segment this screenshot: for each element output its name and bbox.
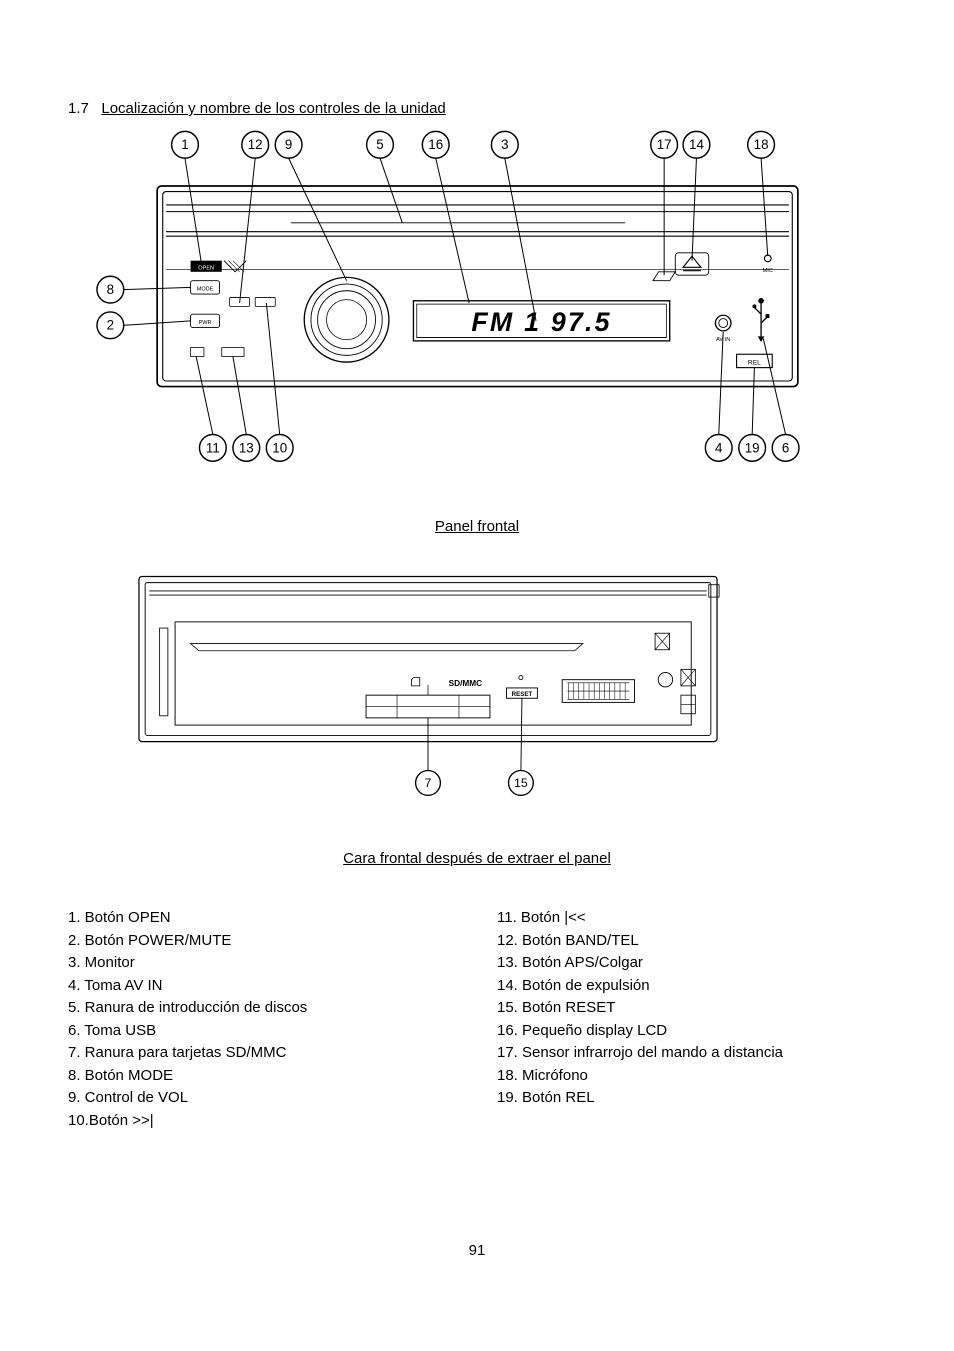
legend-item: 17. Sensor infrarrojo del mando a distan… [497, 1042, 886, 1065]
page-number: 91 [68, 1242, 886, 1259]
legend-item: 10.Botón >>| [68, 1110, 457, 1133]
legend-left-column: 1. Botón OPEN2. Botón POWER/MUTE3. Monit… [68, 907, 457, 1132]
figure-behind-panel: SD/MMC RESET 7 15 [68, 565, 886, 820]
svg-text:8: 8 [107, 282, 114, 297]
legend-item: 2. Botón POWER/MUTE [68, 930, 457, 953]
legend-item: 13. Botón APS/Colgar [497, 952, 886, 975]
svg-text:RESET: RESET [512, 691, 533, 698]
legend-item: 18. Micrófono [497, 1065, 886, 1088]
svg-text:MODE: MODE [197, 287, 214, 293]
legend-item: 11. Botón |<< [497, 907, 886, 930]
svg-text:FM 1 97.5: FM 1 97.5 [471, 307, 611, 337]
svg-text:4: 4 [715, 440, 723, 455]
svg-text:18: 18 [754, 137, 769, 152]
legend-item: 19. Botón REL [497, 1087, 886, 1110]
legend-item: 5. Ranura de introducción de discos [68, 997, 457, 1020]
figure1-svg: 1 12 9 5 16 3 17 14 18 8 2 11 13 10 4 19 6 OPEN [68, 123, 848, 483]
figure2-caption: Cara frontal después de extraer el panel [68, 850, 886, 867]
svg-text:12: 12 [248, 137, 263, 152]
svg-text:14: 14 [689, 137, 704, 152]
svg-text:17: 17 [657, 137, 672, 152]
svg-text:MIC: MIC [763, 268, 773, 274]
legend-columns: 1. Botón OPEN2. Botón POWER/MUTE3. Monit… [68, 907, 886, 1132]
svg-text:PWR: PWR [199, 320, 212, 326]
legend-item: 9. Control de VOL [68, 1087, 457, 1110]
svg-text:AV IN: AV IN [716, 337, 730, 343]
page: 1.7 Localización y nombre de los control… [0, 0, 954, 1319]
svg-text:1: 1 [181, 137, 188, 152]
legend-item: 12. Botón BAND/TEL [497, 930, 886, 953]
legend-item: 6. Toma USB [68, 1020, 457, 1043]
figure-front-panel: 1 12 9 5 16 3 17 14 18 8 2 11 13 10 4 19 6 OPEN [68, 123, 886, 488]
svg-text:REL: REL [748, 359, 761, 366]
svg-text:19: 19 [745, 440, 760, 455]
figure1-caption: Panel frontal [68, 518, 886, 535]
svg-text:16: 16 [428, 137, 443, 152]
svg-text:13: 13 [239, 440, 254, 455]
legend-item: 4. Toma AV IN [68, 975, 457, 998]
legend-item: 14. Botón de expulsión [497, 975, 886, 998]
svg-text:OPEN: OPEN [198, 266, 214, 272]
legend-item: 1. Botón OPEN [68, 907, 457, 930]
svg-text:5: 5 [376, 137, 383, 152]
svg-text:7: 7 [425, 776, 432, 790]
legend-item: 15. Botón RESET [497, 997, 886, 1020]
svg-text:15: 15 [514, 776, 528, 790]
legend-item: 8. Botón MODE [68, 1065, 457, 1088]
svg-text:SD/MMC: SD/MMC [449, 679, 482, 688]
legend-item: 3. Monitor [68, 952, 457, 975]
legend-item: 7. Ranura para tarjetas SD/MMC [68, 1042, 457, 1065]
legend-item: 16. Pequeño display LCD [497, 1020, 886, 1043]
svg-text:2: 2 [107, 318, 114, 333]
section-number: 1.7 [68, 100, 89, 117]
svg-text:3: 3 [501, 137, 508, 152]
svg-text:10: 10 [272, 440, 287, 455]
section-heading: 1.7 Localización y nombre de los control… [68, 100, 886, 117]
legend-right-column: 11. Botón |<<12. Botón BAND/TEL13. Botón… [497, 907, 886, 1132]
svg-text:9: 9 [285, 137, 292, 152]
svg-text:11: 11 [206, 440, 220, 455]
figure2-svg: SD/MMC RESET 7 15 [108, 565, 748, 815]
section-title: Localización y nombre de los controles d… [101, 100, 445, 117]
svg-text:6: 6 [782, 440, 789, 455]
